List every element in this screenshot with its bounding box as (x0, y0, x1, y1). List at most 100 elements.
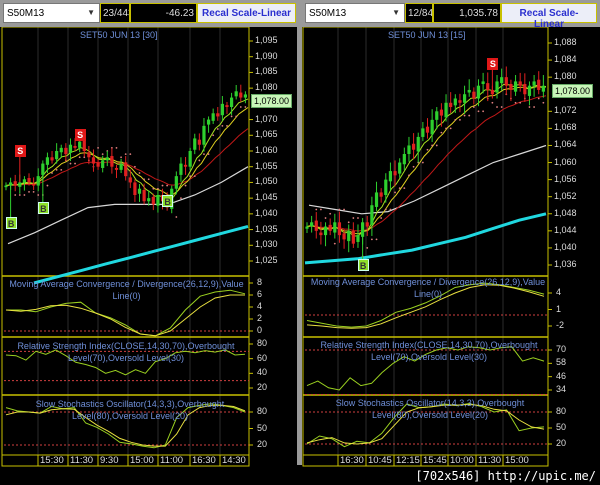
sar-dot (55, 168, 58, 171)
sar-dot (514, 101, 517, 104)
candle-body (425, 126, 430, 133)
candle-body (518, 81, 522, 86)
macd-line (306, 282, 545, 328)
price-tick-label: 1,045 (255, 192, 278, 203)
candle-body (151, 196, 155, 205)
price-tick-label: 1,095 (255, 35, 278, 45)
right-recal-scale-button[interactable]: Recal Scale-Linear (501, 3, 597, 30)
right-stoch-title: Slow Stochastics Oscillator(14,3,3),Over… (335, 398, 525, 420)
candle-body (64, 147, 68, 155)
price-tick-label: 1,030 (255, 239, 278, 250)
time-label: 10:00 (450, 455, 474, 466)
time-label: 9:30 (100, 455, 119, 466)
candle-body (532, 81, 536, 86)
left-recal-scale-button[interactable]: Recal Scale-Linear (197, 3, 296, 23)
candle-body (243, 94, 247, 98)
chevron-down-icon[interactable]: ▼ (87, 8, 95, 17)
sar-dot (463, 114, 466, 117)
candle-body (188, 151, 192, 167)
macd-tick-label: 8 (257, 277, 263, 287)
sar-dot (357, 217, 359, 219)
candle-body (59, 147, 63, 153)
candle-body (119, 163, 123, 170)
right-rsi-title: Relative Strength Index(CLOSE,14,30,70),… (320, 340, 538, 362)
candle-body (393, 171, 397, 176)
price-tick-label: 1,060 (554, 156, 577, 167)
sar-dot (537, 97, 540, 100)
sar-dot (366, 247, 369, 249)
sar-dot (152, 187, 155, 190)
panel-divider[interactable] (297, 0, 302, 465)
candle-body (22, 179, 27, 183)
candle-body (4, 185, 8, 188)
ma-slow-line (306, 95, 547, 232)
price-tick-label: 1,065 (255, 129, 278, 140)
candle-body (449, 102, 453, 108)
candle-body (110, 156, 114, 167)
candle-body (323, 226, 328, 236)
sar-dot (239, 106, 242, 108)
sar-dot (431, 144, 434, 147)
macd-tick-label: 6 (257, 289, 263, 299)
sar-dot (46, 184, 49, 187)
time-axis (1, 454, 250, 467)
price-tick-label: 1,090 (255, 50, 278, 61)
candle-body (365, 222, 369, 227)
candle-body (476, 85, 481, 99)
sar-dot (421, 161, 424, 164)
sar-dot (389, 208, 392, 211)
right-value: 1,035.78 (433, 3, 501, 23)
left-symbol-select[interactable]: S50M13 ▼ (3, 3, 100, 23)
price-tick-label: 1,050 (255, 176, 278, 187)
price-tick-label: 1,080 (255, 82, 278, 93)
candle-body (156, 195, 160, 206)
candle-body (444, 102, 448, 118)
macd-signal-line (5, 294, 245, 337)
sar-dot (533, 106, 535, 108)
right-macd-title: Moving Average Convergence / Divergence(… (310, 277, 546, 299)
sar-dot (230, 115, 233, 118)
candle-body (462, 94, 467, 103)
candle-body (234, 91, 238, 97)
candle-body (374, 192, 379, 207)
price-tick-label: 1,070 (255, 113, 278, 124)
ma-long-line (7, 166, 249, 245)
candle-body (421, 128, 425, 137)
candle-body (142, 189, 146, 202)
stoch-tick-label: 20 (257, 439, 268, 449)
right-symbol-select[interactable]: S50M13 ▼ (305, 3, 405, 23)
buy-signal-marker: B (162, 195, 174, 208)
time-label: 11:30 (70, 455, 94, 466)
candle-body (328, 224, 332, 231)
candle-body (430, 119, 434, 135)
candle-body (211, 113, 215, 121)
sell-signal-marker: S (74, 129, 86, 142)
sar-dot (189, 175, 192, 178)
sar-dot (398, 187, 401, 190)
candle-body (82, 140, 86, 151)
candle-body (183, 164, 188, 167)
candle-body (527, 85, 532, 96)
candle-body (147, 198, 151, 202)
candle-body (101, 160, 105, 168)
sar-dot (184, 184, 187, 187)
candle-body (73, 145, 77, 148)
sar-dot (468, 114, 471, 117)
sar-dot (408, 174, 410, 177)
rsi-tick-label: 58 (556, 357, 567, 368)
candle-body (411, 143, 416, 150)
candle-body (27, 178, 31, 183)
sar-dot (60, 168, 63, 171)
candle-body (500, 77, 504, 84)
rsi-line (306, 346, 545, 391)
candle-body (481, 81, 485, 84)
time-label: 15:00 (130, 455, 154, 466)
stoch-tick-label: 50 (556, 422, 567, 432)
candle-body (87, 152, 91, 158)
price-tick-label: 1,080 (554, 71, 577, 82)
symbol-value: S50M13 (7, 8, 45, 19)
candle-body (179, 163, 183, 175)
sar-dot (375, 238, 378, 241)
chevron-down-icon[interactable]: ▼ (392, 8, 400, 17)
sar-dot (51, 172, 53, 174)
